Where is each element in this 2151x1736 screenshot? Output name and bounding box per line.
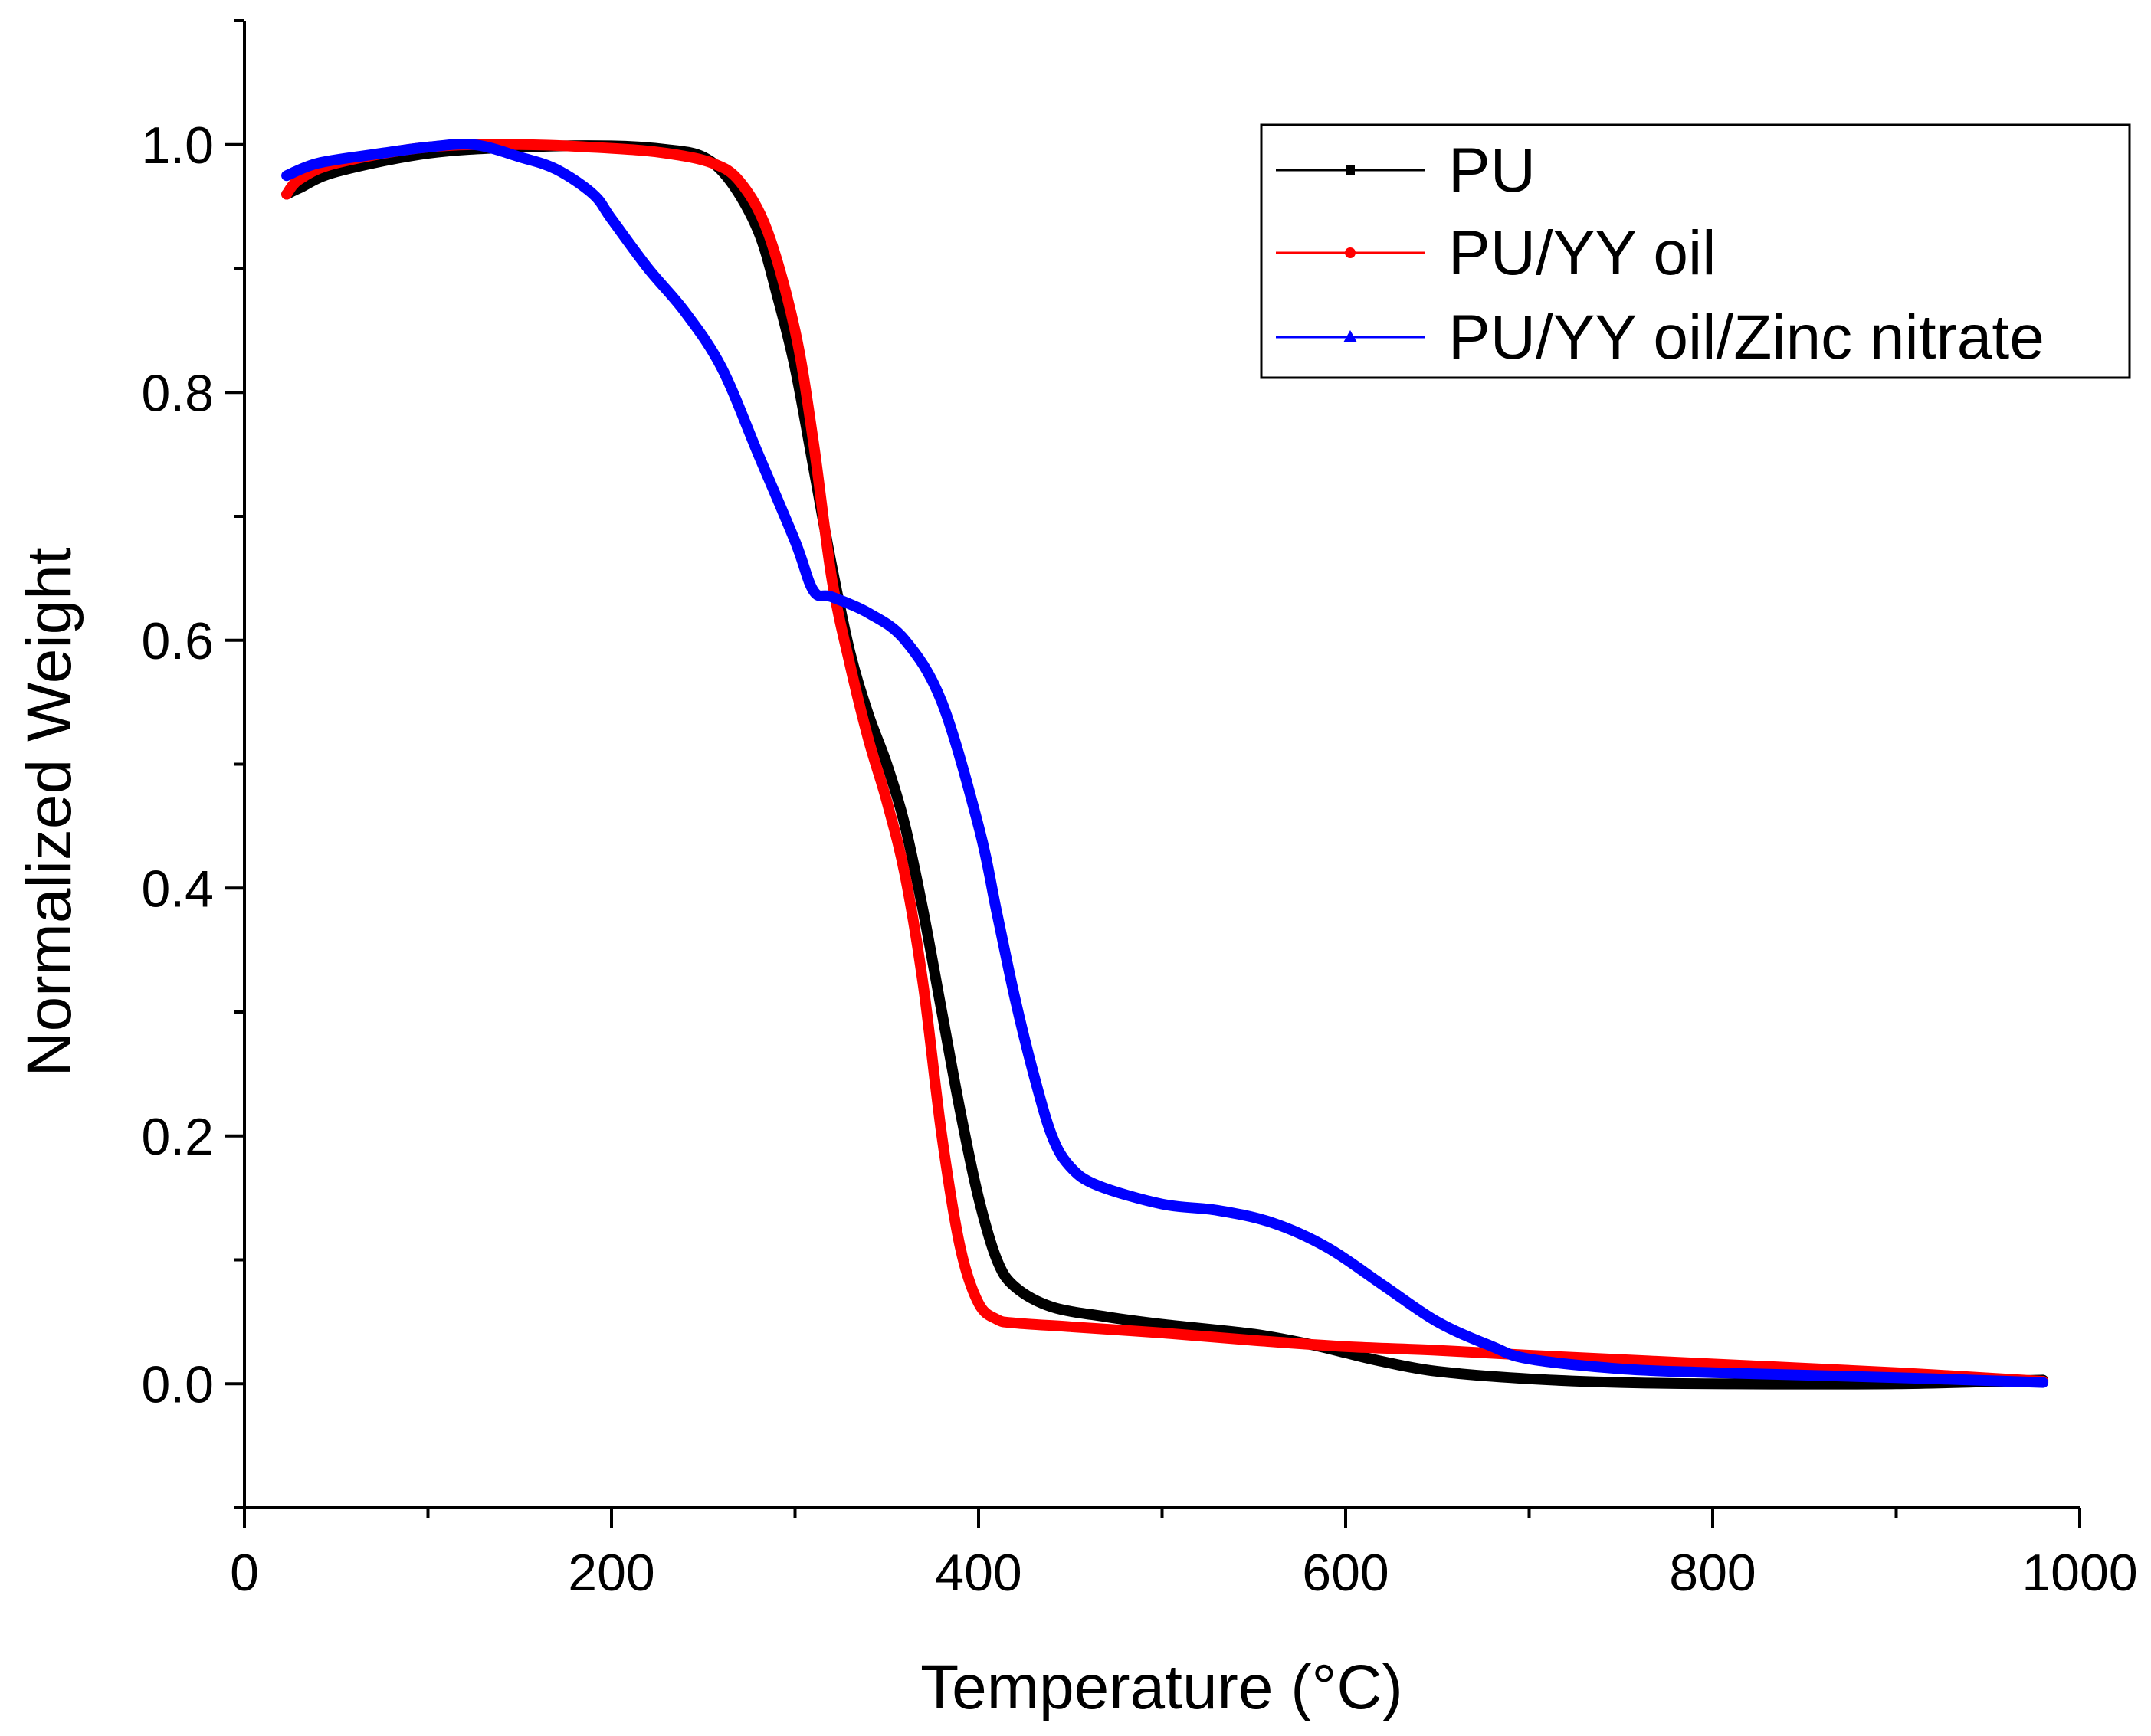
x-tick-label-400: 400: [935, 1544, 1021, 1602]
legend-marker-pu-yy-oil-zinc-nitrate: [1343, 330, 1357, 342]
legend-label-pu: PU: [1448, 136, 1536, 205]
y-axis-title: Normalized Weight: [15, 547, 84, 1076]
legend-entry-pu-yy-oil-zinc-nitrate: PU/YY oil/Zinc nitrate: [1276, 303, 2044, 372]
y-tick-label-0.6: 0.6: [141, 612, 214, 670]
legend-marker-pu: [1346, 165, 1355, 175]
y-tick-label-1.0: 1.0: [141, 116, 214, 175]
x-ticks: 0 200 400 600 800 1000: [230, 1508, 2138, 1602]
y-tick-label-0.0: 0.0: [141, 1355, 214, 1413]
x-tick-label-1000: 1000: [2021, 1544, 2137, 1602]
x-axis-title: Temperature (°C): [920, 1652, 1403, 1722]
series-line-pu-yy-oil: [281, 139, 2049, 1387]
y-tick-label-0.4: 0.4: [141, 860, 214, 918]
series-line-pu-yy-oil-zinc-nitrate: [281, 139, 2049, 1388]
legend-entry-pu-yy-oil: PU/YY oil: [1276, 218, 1716, 288]
y-tick-label-0.2: 0.2: [141, 1108, 214, 1166]
legend-label-pu-yy-oil: PU/YY oil: [1448, 218, 1716, 288]
plot-series: [281, 139, 2049, 1390]
x-tick-label-200: 200: [568, 1544, 654, 1602]
legend-entry-pu: PU: [1276, 136, 1536, 205]
legend: PU PU/YY oil PU/YY oil/Zinc nitrate: [1260, 123, 2131, 379]
x-tick-label-800: 800: [1669, 1544, 1756, 1602]
legend-label-pu-yy-oil-zinc-nitrate: PU/YY oil/Zinc nitrate: [1448, 303, 2044, 372]
y-tick-label-0.8: 0.8: [141, 364, 214, 422]
y-ticks: 0.0 0.2 0.4 0.6 0.8 1.0: [141, 19, 244, 1509]
legend-box: [1260, 123, 2131, 379]
x-tick-label-0: 0: [230, 1544, 259, 1602]
x-tick-label-600: 600: [1302, 1544, 1389, 1602]
axes: 0 200 400 600 800 1000 0.0 0.2 0.4 0.6 0.8 1.0: [141, 19, 2138, 1602]
legend-marker-pu-yy-oil: [1345, 247, 1356, 258]
